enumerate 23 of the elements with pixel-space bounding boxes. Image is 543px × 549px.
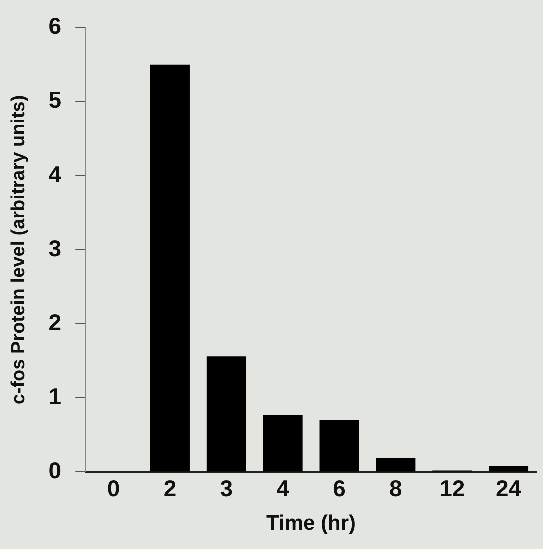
x-tick-label: 6 bbox=[333, 475, 346, 502]
y-tick-label: 5 bbox=[48, 87, 62, 114]
x-tick-label: 24 bbox=[496, 475, 522, 502]
bar bbox=[150, 64, 190, 472]
y-tick-label: 6 bbox=[48, 13, 62, 40]
x-tick-label: 0 bbox=[107, 475, 120, 502]
y-tick-label: 0 bbox=[48, 458, 62, 484]
y-tick-label: 1 bbox=[48, 383, 62, 410]
bar bbox=[376, 458, 416, 472]
bar bbox=[263, 415, 303, 472]
x-tick-label: 2 bbox=[164, 475, 177, 502]
x-tick-label: 3 bbox=[220, 475, 234, 502]
bar bbox=[206, 356, 246, 472]
y-tick-label: 3 bbox=[48, 235, 62, 262]
x-axis-title: Time (hr) bbox=[266, 512, 356, 536]
x-tick-label: 8 bbox=[390, 475, 403, 502]
y-tick-label: 4 bbox=[48, 161, 62, 188]
bar bbox=[489, 466, 529, 472]
y-tick-label: 2 bbox=[48, 309, 62, 336]
bar bbox=[320, 420, 360, 472]
y-axis-title: c-fos Protein level (arbitrary units) bbox=[8, 95, 30, 405]
x-tick-label: 12 bbox=[440, 475, 466, 502]
x-tick-label: 4 bbox=[276, 475, 290, 502]
